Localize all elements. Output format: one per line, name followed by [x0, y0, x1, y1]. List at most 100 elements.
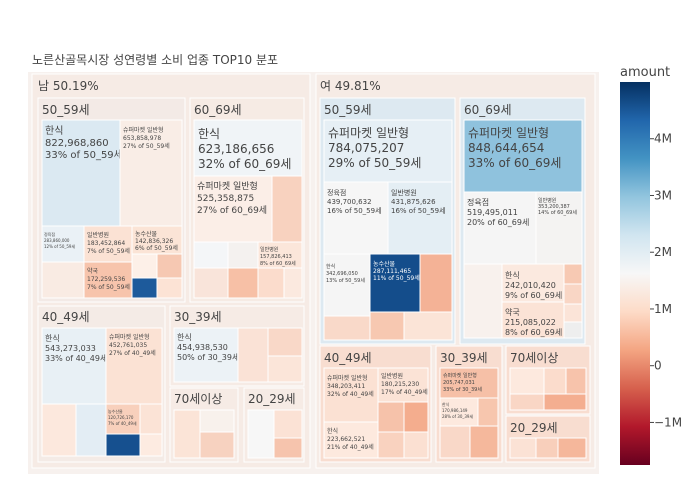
treemap-tile[interactable]: [41, 327, 107, 405]
treemap-tile[interactable]: [463, 263, 503, 339]
treemap-tile[interactable]: [463, 119, 583, 193]
treemap-tile[interactable]: [439, 397, 479, 427]
treemap-tile[interactable]: [477, 397, 499, 427]
tile-value: 215,085,022: [505, 318, 556, 327]
treemap-tile[interactable]: [563, 263, 583, 285]
tile-label: 한식: [505, 271, 520, 280]
treemap-tile[interactable]: [377, 367, 429, 403]
treemap-tile[interactable]: [273, 409, 303, 439]
treemap-tile[interactable]: [227, 267, 259, 299]
treemap-tile[interactable]: [257, 241, 303, 269]
treemap-tile[interactable]: [323, 315, 371, 341]
treemap-tile[interactable]: [173, 409, 201, 459]
treemap-tile[interactable]: [41, 261, 85, 299]
treemap-tile[interactable]: [237, 327, 269, 383]
treemap-tile[interactable]: [387, 181, 453, 255]
treemap-tile[interactable]: [131, 225, 183, 255]
treemap-tile[interactable]: [267, 355, 303, 383]
treemap-tile[interactable]: [131, 253, 158, 279]
treemap-tile[interactable]: [377, 401, 405, 433]
tile-percent: 21% of 40_49세: [327, 443, 374, 451]
tile-percent: 27% of 60_69세: [197, 205, 267, 216]
treemap-tile[interactable]: [509, 393, 545, 411]
colorbar: [620, 82, 650, 465]
treemap-tile[interactable]: [469, 425, 499, 459]
colorbar-tick-label: 1M: [654, 302, 672, 316]
tile-label: 한식: [326, 263, 335, 270]
treemap-tile[interactable]: [156, 277, 183, 299]
treemap-tile[interactable]: [323, 367, 379, 423]
treemap-tile[interactable]: [227, 241, 259, 269]
tile-value: 170,986,149: [442, 408, 468, 413]
treemap-tile[interactable]: [557, 437, 587, 459]
tile-percent: 13% of 50_59세: [326, 277, 365, 284]
treemap-tile[interactable]: [273, 437, 303, 459]
treemap-tile[interactable]: [535, 437, 559, 459]
treemap-tile[interactable]: [267, 327, 303, 357]
treemap-tile[interactable]: [156, 253, 183, 279]
treemap-tile[interactable]: [403, 311, 453, 341]
treemap-tile[interactable]: [75, 403, 107, 457]
treemap-tile[interactable]: [323, 119, 453, 183]
treemap-tile[interactable]: [543, 367, 567, 395]
treemap-tile[interactable]: [199, 409, 235, 433]
male-50-59-label: 50_59세: [42, 103, 90, 117]
female-40-49-label: 40_49세: [324, 351, 372, 365]
group-male-label: 남 50.19%: [38, 79, 99, 93]
treemap-tile[interactable]: [565, 367, 587, 395]
treemap-tile[interactable]: [193, 241, 229, 269]
treemap-tile[interactable]: [283, 267, 303, 299]
group-female-label: 여 49.81%: [320, 79, 381, 93]
treemap-tile[interactable]: [199, 431, 235, 459]
treemap-tile[interactable]: [105, 327, 163, 405]
treemap-tile[interactable]: [139, 433, 163, 457]
treemap-tile[interactable]: [323, 253, 371, 317]
tile-value: 653,858,978: [123, 135, 161, 142]
treemap-tile[interactable]: [509, 367, 545, 395]
treemap-tile[interactable]: [323, 181, 389, 255]
treemap-tile[interactable]: [563, 303, 583, 323]
colorbar-tick-label: −1M: [654, 415, 682, 429]
tile-label: 한식: [177, 333, 192, 342]
treemap-tile[interactable]: [463, 191, 537, 265]
treemap-tile[interactable]: [173, 327, 239, 383]
treemap-tile[interactable]: [377, 431, 405, 459]
treemap-tile[interactable]: [131, 277, 158, 299]
tile-percent: 32% of 60_69세: [198, 157, 291, 171]
tile-label: 한식: [442, 401, 450, 407]
treemap-tile[interactable]: [369, 311, 405, 341]
treemap-tile[interactable]: [139, 403, 163, 435]
tile-value: 283,860,000: [44, 238, 70, 243]
treemap-tile[interactable]: [439, 367, 499, 399]
treemap-tile[interactable]: [105, 433, 141, 457]
treemap-tile[interactable]: [193, 119, 303, 177]
tile-label: 정육점: [467, 197, 489, 207]
tile-value: 454,938,530: [177, 343, 228, 352]
tile-label: 농수산물: [135, 230, 158, 238]
treemap-tile[interactable]: [41, 119, 121, 227]
treemap-tile[interactable]: [271, 175, 303, 243]
male-30-39-label: 30_39세: [174, 310, 222, 324]
treemap-tile[interactable]: [535, 191, 583, 265]
treemap-tile[interactable]: [193, 267, 229, 299]
tile-percent: 7% of 40_49세: [108, 420, 137, 426]
treemap-tile[interactable]: [41, 403, 77, 457]
tile-label: 농수산물: [108, 408, 123, 414]
treemap-tile[interactable]: [543, 393, 587, 411]
treemap-tile[interactable]: [509, 437, 537, 459]
treemap-tile[interactable]: [247, 409, 275, 459]
treemap-tile[interactable]: [403, 401, 429, 433]
treemap-tile[interactable]: [501, 301, 565, 339]
treemap-tile[interactable]: [403, 431, 429, 459]
tile-label: 일반병원: [87, 231, 109, 239]
tile-label: 농수산물: [373, 260, 396, 268]
treemap-tile[interactable]: [257, 267, 285, 299]
treemap-tile[interactable]: [419, 253, 453, 313]
female-20-29-label: 20_29세: [510, 421, 558, 435]
tile-label: 슈퍼마켓 일반형: [443, 372, 477, 379]
treemap-tile[interactable]: [105, 403, 141, 435]
treemap-tile[interactable]: [439, 425, 471, 459]
treemap-tile[interactable]: [563, 283, 583, 305]
treemap-tile[interactable]: [563, 321, 583, 339]
